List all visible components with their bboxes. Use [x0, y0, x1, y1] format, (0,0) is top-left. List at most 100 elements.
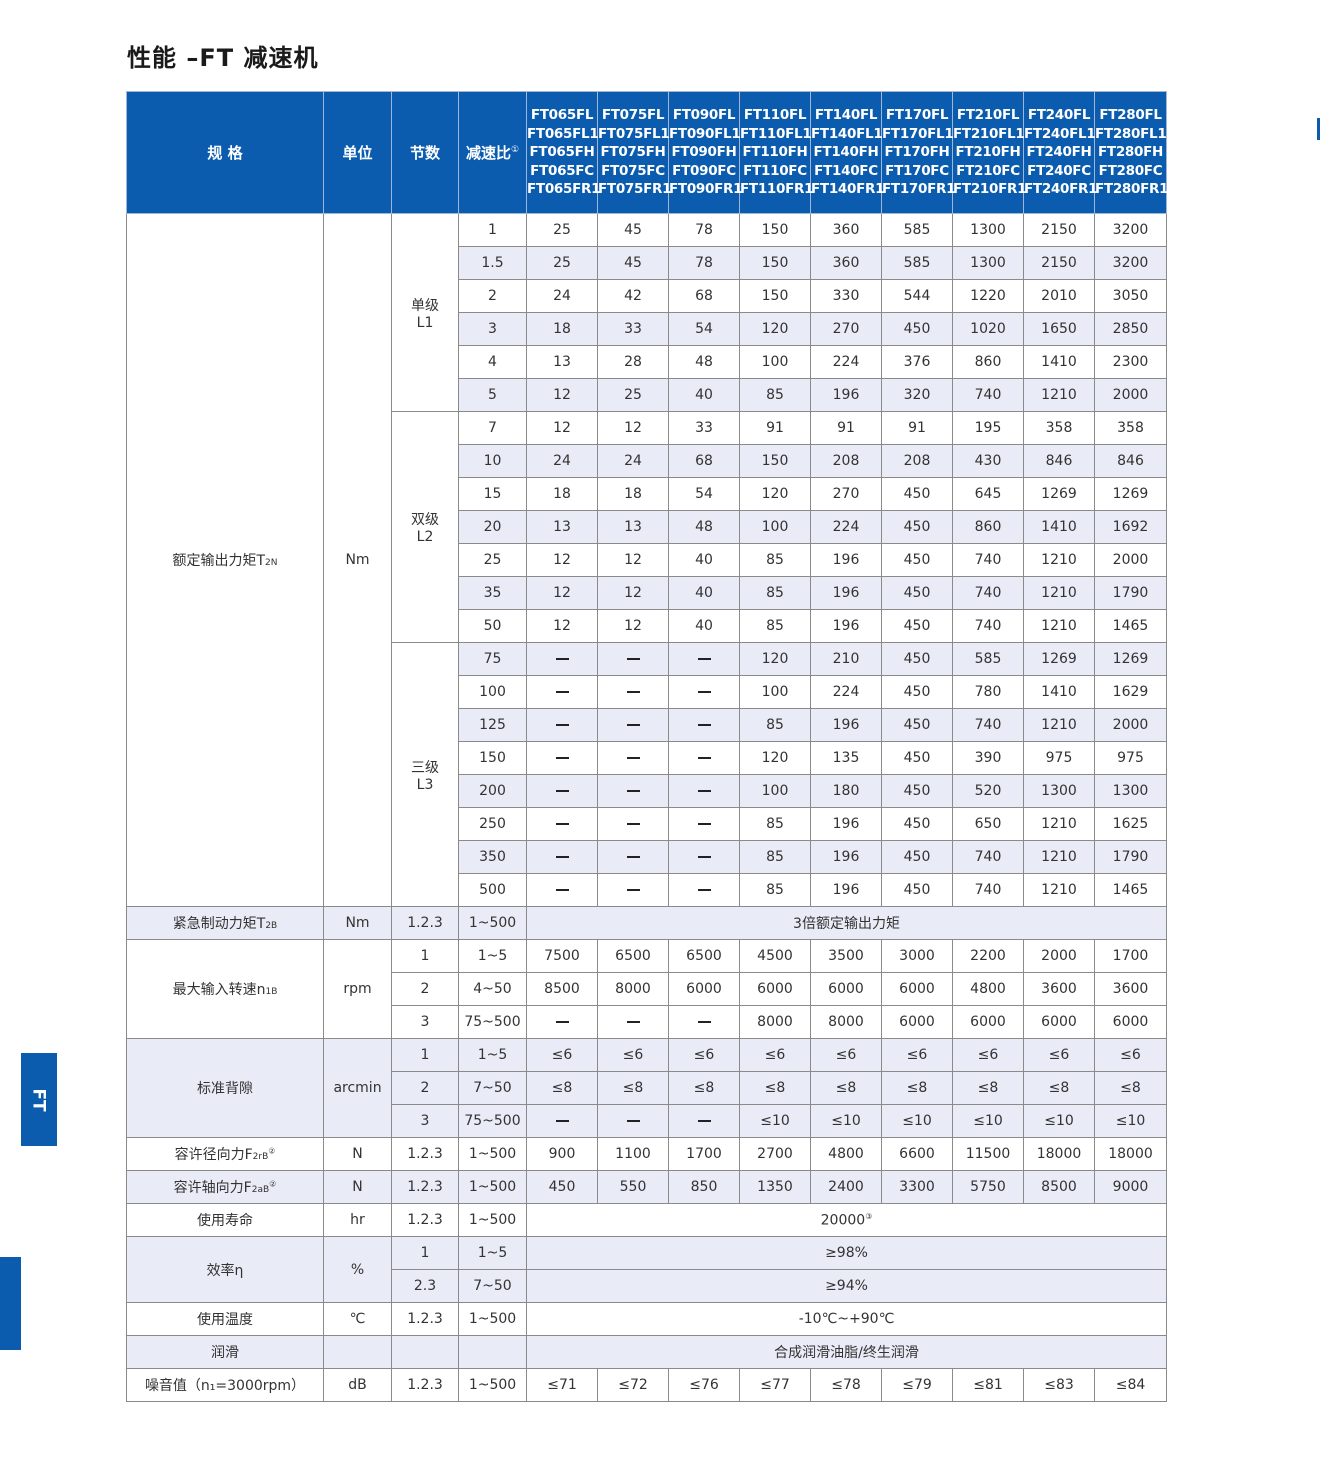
- table-row: 润滑 合成润滑油脂/终生润滑: [126, 1335, 1167, 1369]
- value-cell: 54: [668, 477, 740, 511]
- table-row: 最大输入转速n1B rpm 1 1~5 7500 6500 6500 4500 3500 3000…: [126, 939, 1167, 1039]
- ratio-cell: 200: [458, 774, 527, 808]
- value-cell: 100: [739, 675, 811, 709]
- stage-cell: 1.2.3: [391, 1203, 459, 1237]
- model-name: FT240FH: [1026, 144, 1092, 161]
- spec-label: 效率η: [126, 1236, 324, 1303]
- stage-cell: 单级 L1: [391, 213, 459, 412]
- ratio-cell: 25: [458, 543, 527, 577]
- model-name: FT110FL: [743, 107, 807, 124]
- ratio-cell: 1~5: [458, 1038, 527, 1072]
- merged-value-cell: ≥94%: [526, 1269, 1167, 1303]
- header-model-column: FT170FL FT170FL1 FT170FH FT170FC FT170FR1: [881, 91, 956, 214]
- value-cell: ≤10: [952, 1104, 1024, 1138]
- spec-label: 噪音值（n₁=3000rpm）: [126, 1368, 324, 1402]
- value-cell: 585: [952, 642, 1024, 676]
- table-row: 2.3 7~50 ≥94%: [127, 1269, 1167, 1303]
- spec-label-text: 使用寿命: [197, 1213, 253, 1229]
- model-name: FT065FR1: [527, 181, 601, 198]
- value-cell: 2000: [1023, 939, 1095, 973]
- value-cell: 12: [526, 411, 598, 445]
- value-cell: 1210: [1023, 609, 1095, 643]
- model-name: FT140FR1: [811, 181, 885, 198]
- model-name: FT110FL1: [740, 125, 812, 142]
- model-name: FT170FH: [884, 144, 950, 161]
- value-cell: —: [526, 774, 598, 808]
- spec-label-text: 标准背隙: [197, 1081, 253, 1097]
- stage-cell: 1.2.3: [391, 1137, 459, 1171]
- stage-cell: 1.2.3: [391, 1368, 459, 1402]
- value-cell: ≤6: [881, 1038, 953, 1072]
- value-cell: 740: [952, 609, 1024, 643]
- dash-mark: —: [626, 889, 640, 891]
- spec-label-text: 额定输出力矩T: [172, 553, 266, 569]
- model-name: FT170FC: [885, 162, 949, 179]
- value-cell: 1465: [1094, 873, 1167, 907]
- value-cell: 13: [526, 510, 598, 544]
- unit-cell: arcmin: [323, 1038, 392, 1138]
- spec-label-text: 效率η: [206, 1262, 244, 1279]
- dash-mark: —: [555, 790, 569, 792]
- value-cell: 450: [881, 873, 953, 907]
- table-row: 使用温度 ℃ 1.2.3 1~500 -10℃~+90℃: [126, 1302, 1167, 1336]
- value-cell: 208: [881, 444, 953, 478]
- value-cell: 1210: [1023, 873, 1095, 907]
- edge-marker: [1317, 118, 1320, 140]
- value-cell: 85: [739, 873, 811, 907]
- dash-mark: —: [626, 856, 640, 858]
- model-name: FT090FL1: [669, 125, 741, 142]
- value-cell: 196: [810, 807, 882, 841]
- table-row: 35 12 12 40 85 196 450 740 1210 1790: [127, 576, 1167, 610]
- value-cell: ≤72: [597, 1368, 669, 1402]
- merged-value: 合成润滑油脂/终生润滑: [774, 1345, 919, 1361]
- subscript: 2rB: [252, 1152, 269, 1162]
- stage-label: 双级: [411, 512, 439, 528]
- side-tab-ft[interactable]: FT: [21, 1053, 57, 1146]
- ratio-cell: 50: [458, 609, 527, 643]
- merged-value: 20000: [820, 1212, 866, 1229]
- value-cell: 390: [952, 741, 1024, 775]
- side-tab[interactable]: [0, 1257, 21, 1350]
- merged-value-cell: 20000③: [526, 1203, 1167, 1237]
- value-cell: 25: [526, 246, 598, 280]
- table-row: 紧急制动力矩T2B Nm 1.2.3 1~500 3倍额定输出力矩: [126, 906, 1167, 940]
- value-cell: 180: [810, 774, 882, 808]
- table-row: 标准背隙 arcmin 1 1~5 ≤6 ≤6 ≤6 ≤6 ≤6 ≤6 ≤6 ≤6 ≤6: [126, 1038, 1167, 1138]
- dash-mark: —: [555, 856, 569, 858]
- value-cell: 85: [739, 543, 811, 577]
- subscript: 2aB: [251, 1185, 270, 1195]
- value-cell: 3500: [810, 939, 882, 973]
- value-cell: 1300: [952, 246, 1024, 280]
- model-name: FT210FL: [956, 107, 1020, 124]
- value-cell: 1410: [1023, 675, 1095, 709]
- dash-mark: —: [697, 889, 711, 891]
- merged-value-cell: 3倍额定输出力矩: [526, 906, 1167, 940]
- value-cell: 24: [597, 444, 669, 478]
- ratio-cell: 75~500: [458, 1005, 527, 1039]
- model-name: FT280FL: [1099, 107, 1162, 124]
- ratio-cell: 1~500: [458, 1368, 527, 1402]
- dash-mark: —: [697, 823, 711, 825]
- table-row: 4 13 28 48 100 224 376 860 1410 2300: [127, 345, 1167, 379]
- stage-code: L2: [416, 529, 434, 545]
- value-cell: —: [526, 873, 598, 907]
- value-cell: 150: [739, 444, 811, 478]
- value-cell: ≤10: [881, 1104, 953, 1138]
- value-cell: 68: [668, 444, 740, 478]
- value-cell: 450: [881, 543, 953, 577]
- value-cell: 100: [739, 774, 811, 808]
- value-cell: 1020: [952, 312, 1024, 346]
- value-cell: 780: [952, 675, 1024, 709]
- value-cell: 24: [526, 444, 598, 478]
- ratio-cell: 75: [458, 642, 527, 676]
- merged-value-cell: -10℃~+90℃: [526, 1302, 1167, 1336]
- dash-mark: —: [697, 856, 711, 858]
- spec-label: 紧急制动力矩T2B: [126, 906, 324, 940]
- value-cell: —: [668, 642, 740, 676]
- value-cell: 6000: [881, 972, 953, 1006]
- value-cell: ≤8: [668, 1071, 740, 1105]
